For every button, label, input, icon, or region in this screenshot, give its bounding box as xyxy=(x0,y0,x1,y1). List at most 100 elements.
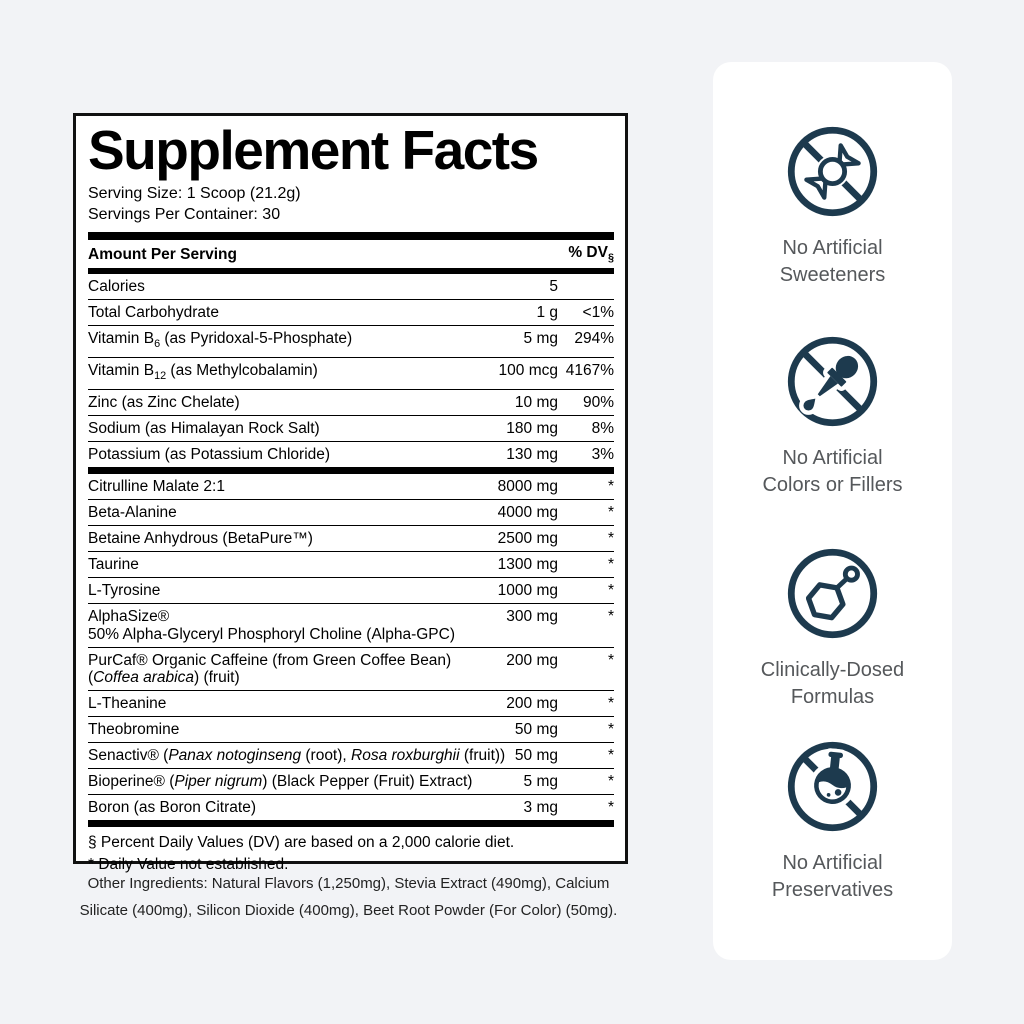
circle-outline xyxy=(787,126,878,217)
footnote-daily-values: § Percent Daily Values (DV) are based on… xyxy=(88,834,515,852)
thick-divider xyxy=(88,820,614,828)
ingredient-amount: 1000 mg xyxy=(497,582,558,600)
ingredient-amount: 5 xyxy=(549,278,558,296)
table-row: Zinc (as Zinc Chelate) 10 mg 90% xyxy=(88,390,614,417)
table-row: Beta-Alanine 4000 mg * xyxy=(88,500,614,527)
ingredient-dv: * xyxy=(607,504,614,522)
ingredient-name: Taurine xyxy=(88,556,139,574)
circle-outline xyxy=(787,741,878,832)
serving-size: Serving Size: 1 Scoop (21.2g) xyxy=(88,185,301,202)
circle-outline xyxy=(787,548,878,639)
ingredient-amount: 1 g xyxy=(536,304,558,322)
badge-no-artificial-sweeteners: No Artificial Sweeteners xyxy=(779,123,886,288)
table-row: Vitamin B6 (as Pyridoxal-5-Phosphate) 5 m… xyxy=(88,326,614,359)
ingredient-dv: <1% xyxy=(582,304,614,322)
badge-no-artificial-colors: No Artificial Colors or Fillers xyxy=(762,333,903,498)
badge-label-line: No Artificial xyxy=(782,852,883,874)
ingredient-name: L-Theanine xyxy=(88,695,167,713)
table-row: Senactiv® (Panax notoginseng (root), Ros… xyxy=(88,743,614,770)
table-row: Taurine 1300 mg * xyxy=(88,552,614,579)
ingredient-name: Total Carbohydrate xyxy=(88,304,219,322)
ingredient-amount: 130 mg xyxy=(506,446,558,464)
ingredient-amount: 8000 mg xyxy=(497,478,558,496)
servings-per-container: Servings Per Container: 30 xyxy=(88,206,281,223)
ingredient-amount: 100 mcg xyxy=(498,362,558,380)
table-row: Total Carbohydrate 1 g <1% xyxy=(88,300,614,327)
table-row: L-Theanine 200 mg * xyxy=(88,691,614,718)
ingredient-dv: * xyxy=(607,530,614,548)
ingredient-amount: 50 mg xyxy=(514,721,558,739)
table-row: L-Tyrosine 1000 mg * xyxy=(88,578,614,605)
ingredient-name: AlphaSize® 50% Alpha-Glyceryl Phosphoryl … xyxy=(88,608,455,643)
flask-glyph xyxy=(809,748,856,809)
ingredient-dv: 4167% xyxy=(565,362,614,380)
badge-label-line: Formulas xyxy=(790,685,875,708)
ingredient-dv: * xyxy=(607,747,614,765)
badge-label-line: Sweeteners xyxy=(779,263,886,286)
ingredient-amount: 180 mg xyxy=(506,420,558,438)
dropper-glyph xyxy=(799,351,863,415)
ingredient-dv: 90% xyxy=(582,394,614,412)
ingredient-name: Bioperine® (Piper nigrum) (Black Pepper … xyxy=(88,773,473,791)
footnotes: § Percent Daily Values (DV) are based on… xyxy=(88,827,614,876)
table-row: Bioperine® (Piper nigrum) (Black Pepper … xyxy=(88,769,614,796)
ingredient-name: Theobromine xyxy=(88,721,180,739)
badge-no-artificial-preservatives: No Artificial Preservatives xyxy=(772,738,893,903)
ingredient-name: Beta-Alanine xyxy=(88,504,177,522)
thick-divider xyxy=(88,268,614,275)
ingredient-dv: 8% xyxy=(591,420,614,438)
no-artificial-colors-icon xyxy=(787,336,878,427)
badge-clinically-dosed: Clinically-Dosed Formulas xyxy=(761,545,904,710)
ingredient-name: Zinc (as Zinc Chelate) xyxy=(88,394,240,412)
serving-info: Serving Size: 1 Scoop (21.2g) Servings P… xyxy=(88,183,614,225)
ingredient-amount: 1300 mg xyxy=(497,556,558,574)
ingredient-name: L-Tyrosine xyxy=(88,582,161,600)
ingredient-amount: 300 mg xyxy=(506,608,558,626)
ingredient-name: Calories xyxy=(88,278,145,296)
table-row: Citrulline Malate 2:1 8000 mg * xyxy=(88,474,614,501)
molecule-glyph xyxy=(805,565,860,621)
badge-label-line: Colors or Fillers xyxy=(762,473,903,496)
badge-label: Clinically-Dosed Formulas xyxy=(761,657,904,710)
table-row: Theobromine 50 mg * xyxy=(88,717,614,744)
ingredient-amount: 4000 mg xyxy=(497,504,558,522)
ingredient-amount: 200 mg xyxy=(506,651,558,669)
ingredient-amount: 50 mg xyxy=(514,747,558,765)
badge-label-line: Clinically-Dosed xyxy=(760,659,905,681)
ingredient-amount: 3 mg xyxy=(523,799,558,817)
ingredient-amount: 10 mg xyxy=(514,394,558,412)
badge-label-line: No Artificial xyxy=(782,447,883,469)
badge-label-line: Preservatives xyxy=(771,878,894,901)
footnote-not-established: * Daily Value not established. xyxy=(88,856,289,874)
table-row: Boron (as Boron Citrate) 3 mg * xyxy=(88,795,614,820)
active-ingredient-rows: Citrulline Malate 2:1 8000 mg * Beta-Alanin… xyxy=(88,474,614,820)
feature-badge-card: No Artificial Sweeteners No Arti xyxy=(713,62,952,960)
supplement-facts-panel: Supplement Facts Serving Size: 1 Scoop (… xyxy=(73,113,628,873)
table-row: Potassium (as Potassium Chloride) 130 mg 3… xyxy=(88,442,614,467)
badge-label: No Artificial Colors or Fillers xyxy=(762,445,902,498)
table-row: AlphaSize® 50% Alpha-Glyceryl Phosphoryl … xyxy=(88,604,614,648)
badge-label: No Artificial Preservatives xyxy=(772,850,893,903)
no-artificial-sweeteners-icon xyxy=(787,126,878,217)
ingredient-name: Citrulline Malate 2:1 xyxy=(88,478,225,496)
badge-label-line: No Artificial xyxy=(782,237,883,259)
other-ingredients-text: Other Ingredients: Natural Flavors (1,25… xyxy=(79,875,618,919)
ingredient-dv: * xyxy=(607,582,614,600)
ingredient-dv: 3% xyxy=(591,446,614,464)
ingredient-dv: 294% xyxy=(574,330,614,348)
ingredient-name: Potassium (as Potassium Chloride) xyxy=(88,446,331,464)
table-row: Vitamin B12 (as Methylcobalamin) 100 mcg 4… xyxy=(88,358,614,391)
amount-per-serving-header: Amount Per Serving xyxy=(88,246,237,264)
column-header-row: Amount Per Serving % DV§ xyxy=(88,240,614,268)
daily-value-rows: Calories 5 Total Carbohydrate 1 g <1% Vitamin… xyxy=(88,274,614,467)
ingredient-dv: * xyxy=(607,773,614,791)
ingredient-name: Sodium (as Himalayan Rock Salt) xyxy=(88,420,320,438)
candy-glyph xyxy=(802,141,863,202)
ingredient-amount: 200 mg xyxy=(506,695,558,713)
thick-divider xyxy=(88,232,614,240)
supplement-facts-title: Supplement Facts xyxy=(88,119,539,181)
ingredient-name: Senactiv® (Panax notoginseng (root), Ros… xyxy=(88,747,506,765)
table-row: PurCaf® Organic Caffeine (from Green Cof… xyxy=(88,648,614,692)
ingredient-name: Betaine Anhydrous (BetaPure™) xyxy=(88,530,313,548)
